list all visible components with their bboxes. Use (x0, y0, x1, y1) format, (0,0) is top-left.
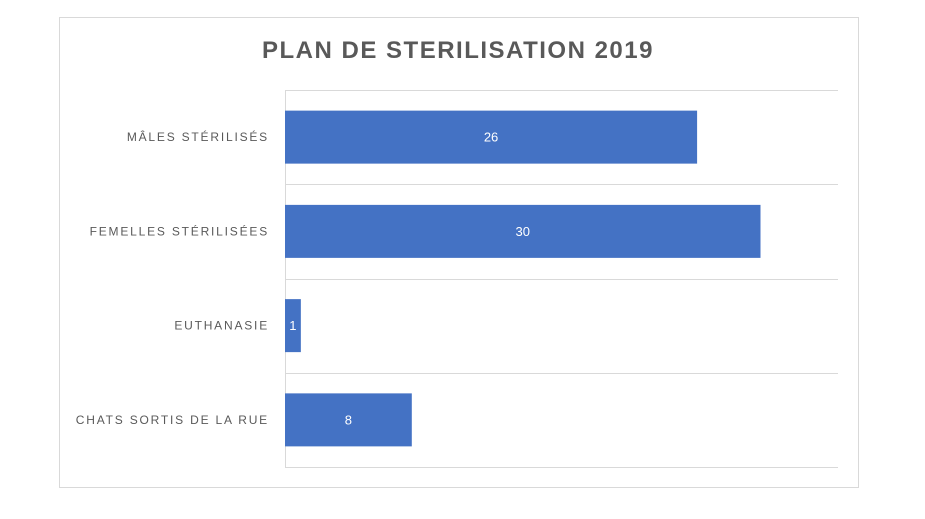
bar (285, 393, 412, 447)
bars-layer (285, 110, 761, 447)
category-label: EUTHANASIE (174, 319, 269, 333)
data-label: 30 (516, 224, 530, 239)
chart-title: PLAN DE STERILISATION 2019 (262, 37, 654, 64)
data-label: 26 (484, 130, 498, 145)
labels-layer: 26 MÂLES STÉRILISÉS 30 FEMELLES STÉRILISÉES… (76, 129, 530, 427)
bar (285, 299, 301, 353)
bar (285, 204, 761, 258)
category-label: CHATS SORTIS DE LA RUE (76, 413, 269, 427)
bar (285, 110, 698, 164)
data-label: 8 (345, 412, 352, 427)
data-label: 1 (289, 318, 296, 333)
category-label: FEMELLES STÉRILISÉES (90, 223, 269, 238)
category-label: MÂLES STÉRILISÉS (127, 129, 269, 144)
